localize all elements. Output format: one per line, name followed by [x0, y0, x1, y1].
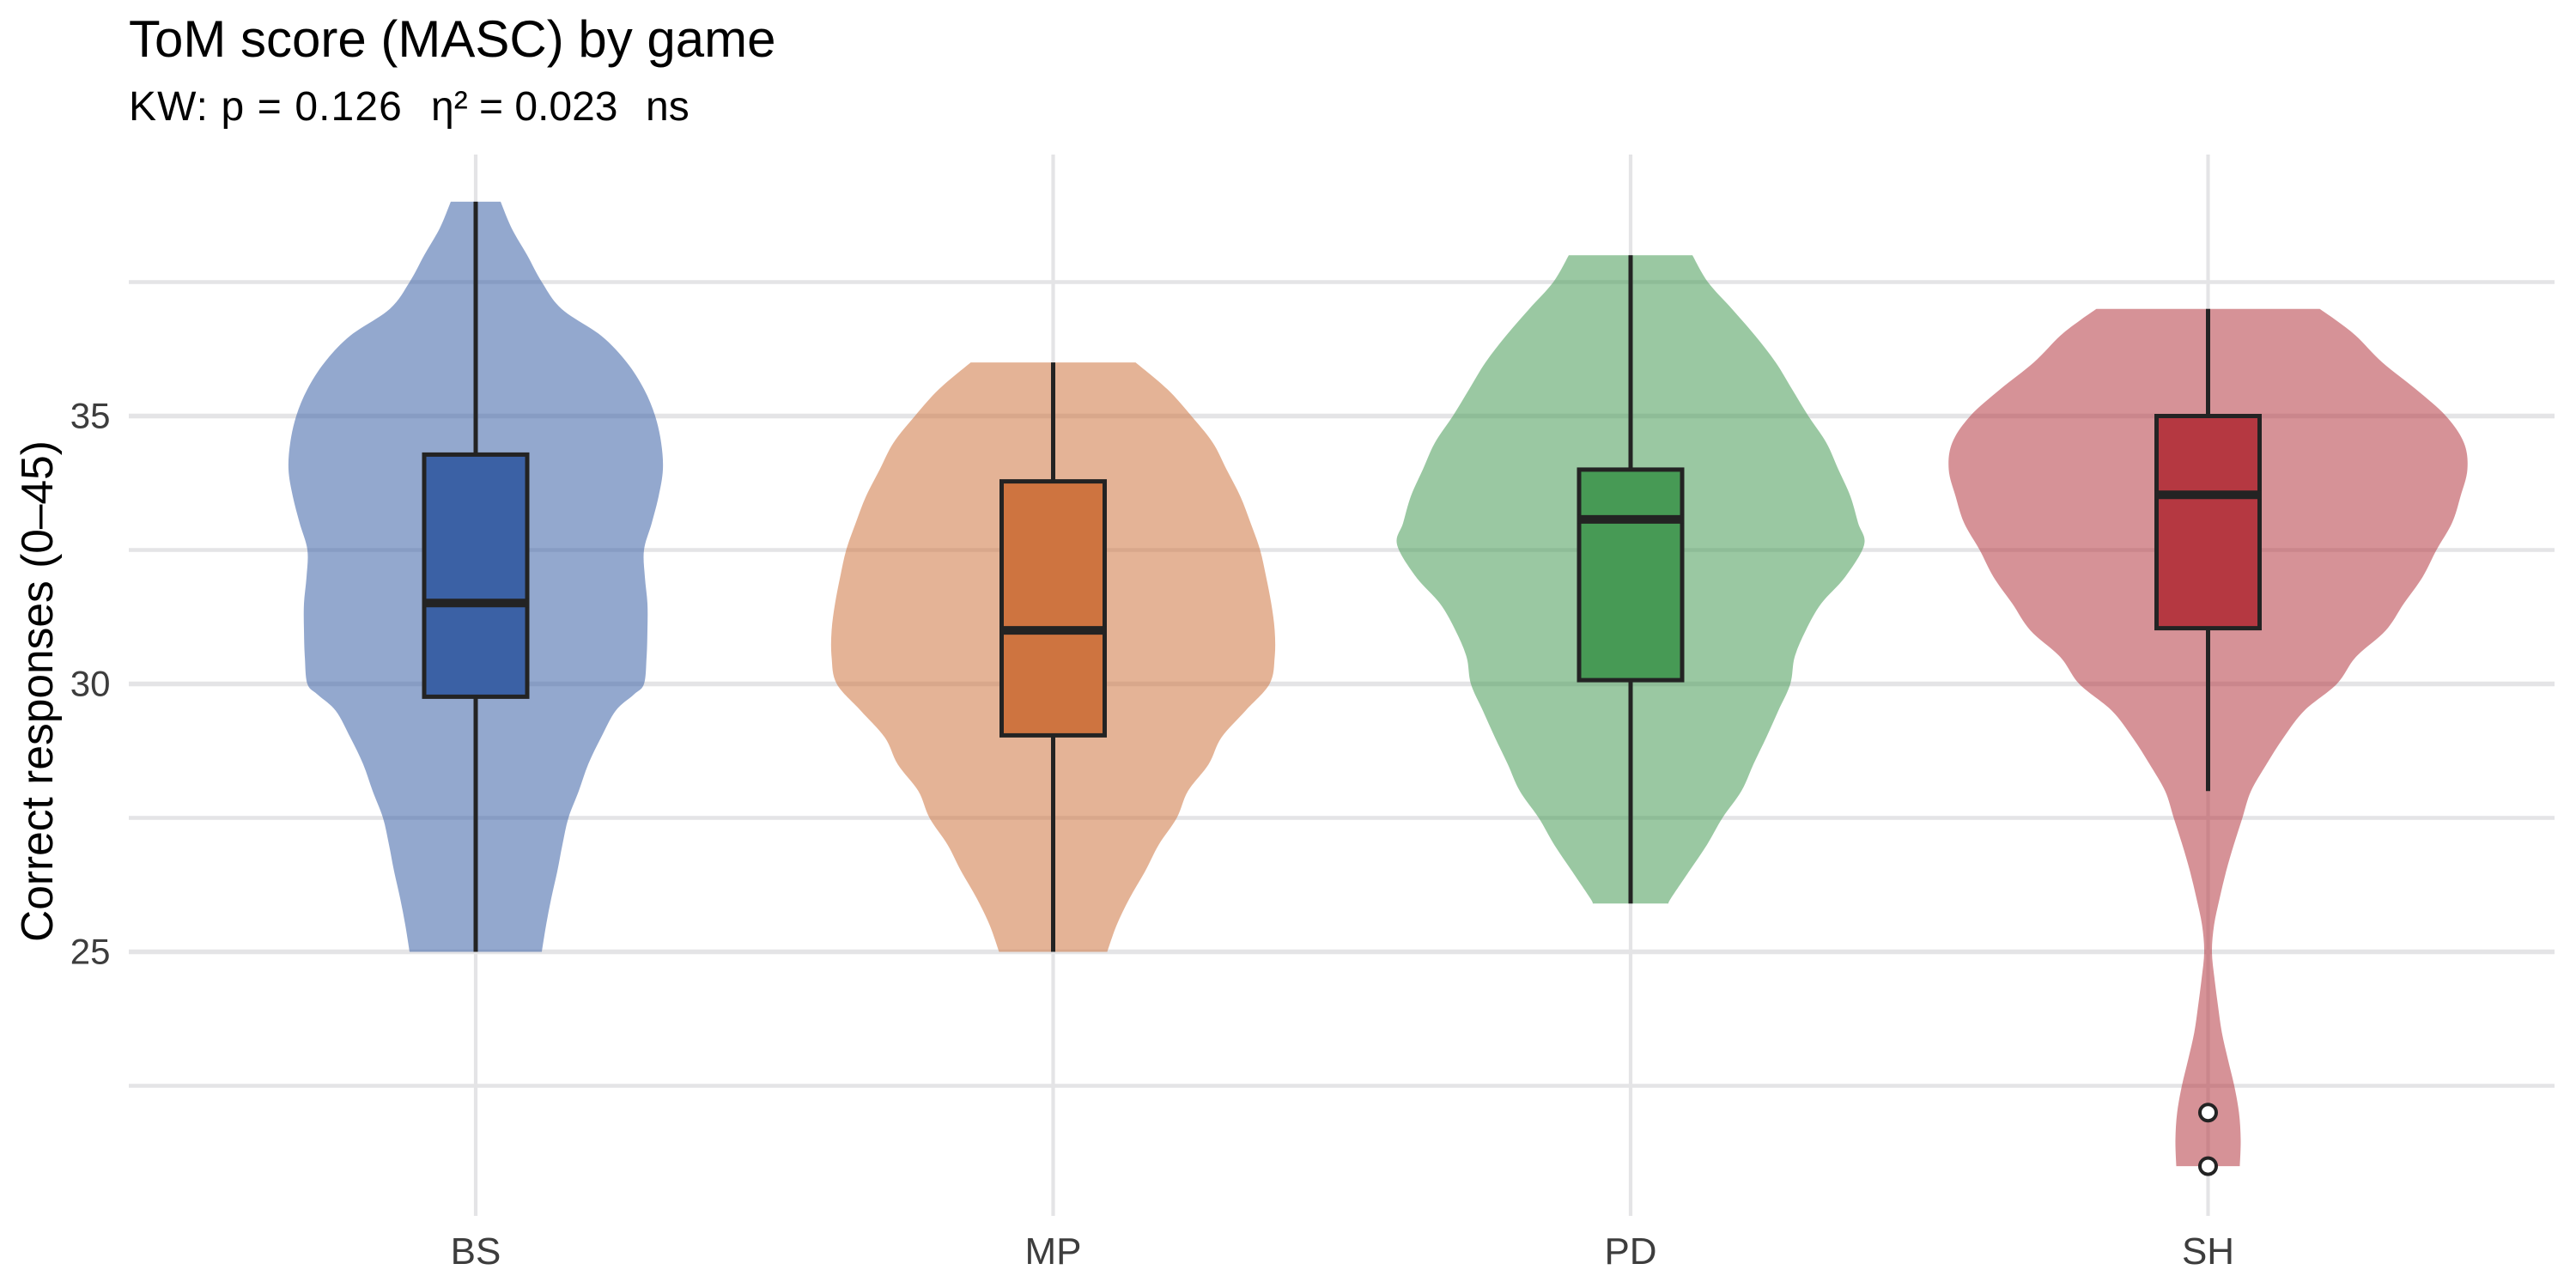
svg-text:25: 25 [70, 932, 111, 972]
svg-text:SH: SH [2182, 1230, 2234, 1273]
svg-text:35: 35 [70, 396, 111, 436]
svg-text:ToM score (MASC) by game: ToM score (MASC) by game [129, 10, 776, 68]
svg-text:Correct responses (0–45): Correct responses (0–45) [12, 440, 62, 942]
svg-text:30: 30 [70, 664, 111, 704]
svg-text:ns: ns [646, 84, 690, 130]
svg-text:KW: p = 0.126: KW: p = 0.126 [129, 84, 403, 130]
svg-text:BS: BS [451, 1230, 501, 1273]
svg-text:PD: PD [1604, 1230, 1656, 1273]
svg-text:η² = 0.023: η² = 0.023 [431, 84, 618, 130]
svg-text:MP: MP [1025, 1230, 1082, 1273]
